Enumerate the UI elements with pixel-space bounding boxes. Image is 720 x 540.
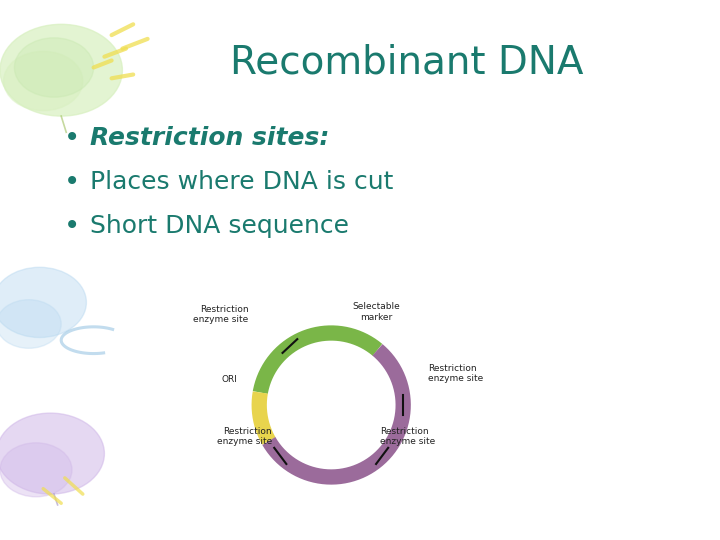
Text: Restriction
enzyme site: Restriction enzyme site: [428, 364, 484, 383]
Text: Restriction
enzyme site: Restriction enzyme site: [193, 305, 248, 324]
Circle shape: [14, 38, 94, 97]
Text: Restriction
enzyme site: Restriction enzyme site: [217, 427, 272, 446]
Text: ORI: ORI: [222, 375, 238, 383]
Text: Places where DNA is cut: Places where DNA is cut: [90, 170, 393, 194]
Circle shape: [0, 267, 86, 338]
Circle shape: [0, 443, 72, 497]
Text: Recombinant DNA: Recombinant DNA: [230, 43, 583, 81]
Circle shape: [4, 51, 83, 111]
Text: •: •: [64, 212, 80, 240]
Text: •: •: [64, 168, 80, 196]
Text: Restriction sites:: Restriction sites:: [90, 126, 329, 150]
Text: Selectable
marker: Selectable marker: [353, 302, 400, 322]
Circle shape: [0, 300, 61, 348]
Text: Restriction
enzyme site: Restriction enzyme site: [380, 427, 436, 446]
Text: •: •: [64, 124, 80, 152]
Text: Short DNA sequence: Short DNA sequence: [90, 214, 349, 238]
Circle shape: [0, 413, 104, 494]
Circle shape: [0, 24, 122, 116]
